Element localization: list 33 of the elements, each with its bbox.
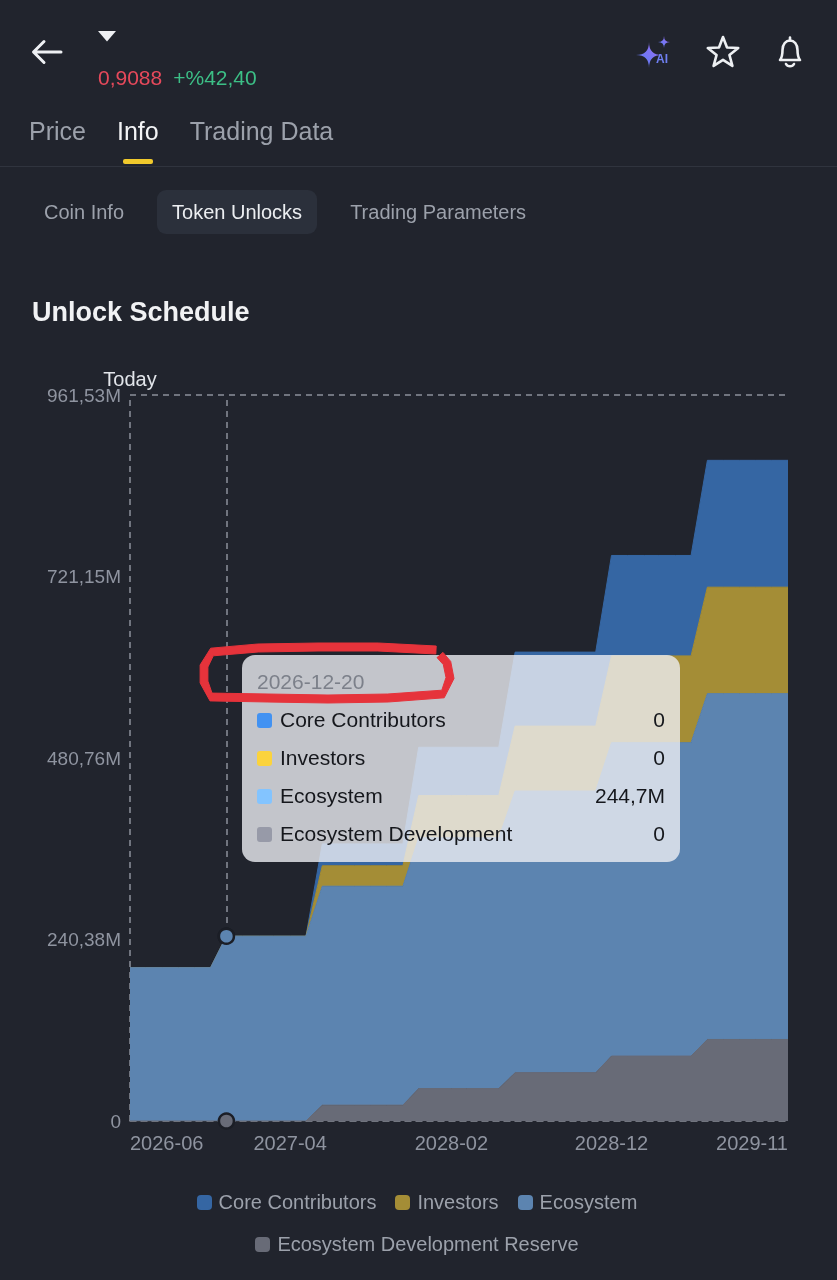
annotation: Ecosystem Development (280, 821, 513, 847)
legend-label: Investors (417, 1190, 499, 1214)
legend-label: Ecosystem Development Reserve (277, 1232, 579, 1256)
text: 0,9088 (98, 65, 163, 91)
y-tick-label: 240,38M (47, 929, 121, 950)
y-tick-label: 721,15M (47, 566, 121, 587)
x-tick-label: 2028-02 (414, 1132, 489, 1154)
text: Info (116, 116, 159, 146)
annotation: 0 (653, 745, 665, 771)
ref-line-label: Today (103, 368, 157, 390)
annotation: 0 (653, 821, 665, 847)
x-tick-label: 2026-06 (130, 1132, 204, 1154)
x-tick-label: 2028-12 (574, 1132, 649, 1154)
annotation: Investors (280, 745, 366, 771)
y-tick-label: 480,76M (47, 747, 121, 769)
text: Trading Parameters (350, 201, 527, 223)
legend-label: Ecosystem (539, 1190, 638, 1214)
text: Coin Info (44, 201, 125, 223)
text: Trading Data (189, 116, 334, 146)
annotation: 244,7M (594, 783, 665, 809)
x-tick-label: 2027-04 (253, 1132, 327, 1154)
text: AI (656, 52, 668, 66)
x-tick-label: 2029-11 (716, 1132, 788, 1154)
text: Token Unlocks (172, 201, 303, 223)
legend-label: Core Contributors (218, 1190, 377, 1214)
text: +%42,40 (173, 65, 257, 91)
chart-title: Unlock Schedule (32, 296, 250, 327)
annotation: 2026-12-20 (257, 669, 365, 695)
annotation: Ecosystem (280, 783, 383, 809)
text: Price (29, 116, 86, 146)
y-tick-label: 0 (110, 1110, 121, 1132)
annotation: Core Contributors (280, 707, 446, 733)
annotation: 0 (653, 707, 665, 733)
